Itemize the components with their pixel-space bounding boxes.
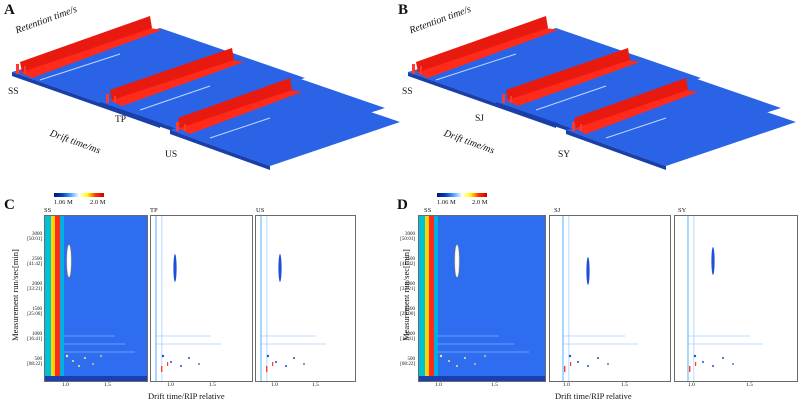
y-tick: 1000 xyxy=(405,332,415,337)
panel-a-3d-plot xyxy=(12,16,400,170)
panel-c-x-tick: 1.5 xyxy=(104,382,111,388)
panel-d-heatmap-ss xyxy=(418,215,546,382)
y-tick: 3000 xyxy=(405,232,415,237)
panel-c-letter: C xyxy=(4,197,15,213)
panel-a-peaks xyxy=(16,64,186,131)
panel-c-heatmap-tp xyxy=(150,215,253,382)
panel-d-heatmap-sj xyxy=(549,215,671,382)
y-tick: 2500 xyxy=(32,257,42,262)
panel-b-slab-3 xyxy=(566,78,796,170)
panel-c-colorbar-min: 1.06 M xyxy=(54,199,73,206)
panel-d-heatmap-sy xyxy=(674,215,798,382)
panel-b-sample-1: SS xyxy=(402,87,413,97)
panel-a-sample-3: US xyxy=(165,150,178,160)
panel-d-colorbar-min: 1.06 M xyxy=(437,199,456,206)
panel-d-x-tick: 1.5 xyxy=(491,382,498,388)
panel-b-letter: B xyxy=(398,2,409,18)
y-tick: 2500 xyxy=(405,257,415,262)
panel-c-y-ticks: 3000 [50:01] 2500 [41:42] 2000 [33:21] 1500… xyxy=(27,232,43,367)
panel-d-sample-1: SS xyxy=(424,207,432,214)
panel-a-sample-2: TP xyxy=(115,115,127,125)
y-tick: 3000 xyxy=(32,232,42,237)
panel-a-slab-3 xyxy=(170,78,400,170)
y-tick: 2000 xyxy=(405,282,415,287)
panel-b-sample-2: SJ xyxy=(475,114,484,124)
panel-d-x-title: Drift time/RIP relative xyxy=(555,391,632,401)
panel-d-x-tick: 1.0 xyxy=(688,382,695,388)
y-tick: 500 xyxy=(34,357,43,362)
panel-c-x-tick: 1.5 xyxy=(209,382,216,388)
panel-d-sample-3: SY xyxy=(678,207,687,214)
panel-c-sample-2: TP xyxy=(150,207,158,214)
panel-d-y-ticks: 3000 [50:01] 2500 [41:42] 2000 [33:21] 1500… xyxy=(400,232,416,367)
panel-c-y-title: Measurement run/sec[min] xyxy=(10,249,20,341)
panel-d-colorbar xyxy=(437,193,487,197)
panel-d-sample-2: SJ xyxy=(554,207,561,214)
panel-c-x-tick: 1.0 xyxy=(62,382,69,388)
panel-b-sample-3: SY xyxy=(558,150,571,160)
panel-d-x-tick: 1.0 xyxy=(563,382,570,388)
panel-b-3d-plot xyxy=(408,16,796,170)
panel-c-colorbar xyxy=(54,193,104,197)
y-tick: 1500 xyxy=(32,307,42,312)
panel-b-peaks xyxy=(412,64,582,131)
panel-d-x-tick: 1.0 xyxy=(435,382,442,388)
panel-a-letter: A xyxy=(4,2,15,18)
y-tick: 500 xyxy=(407,357,416,362)
y-tick: 1000 xyxy=(32,332,42,337)
y-tick: 1500 xyxy=(405,307,415,312)
panel-c-x-title: Drift time/RIP relative xyxy=(148,391,225,401)
panel-c-x-tick: 1.0 xyxy=(271,382,278,388)
panel-c-heatmap-ss xyxy=(44,215,148,382)
panel-c-x-tick: 1.0 xyxy=(167,382,174,388)
panel-c-sample-3: US xyxy=(256,207,265,214)
panel-d-colorbar-max: 2.0 M xyxy=(472,199,488,206)
panel-c-colorbar-max: 2.0 M xyxy=(90,199,106,206)
panel-c-x-tick: 1.5 xyxy=(312,382,319,388)
panel-d-letter: D xyxy=(397,197,408,213)
panel-c-sample-1: SS xyxy=(44,207,52,214)
y-tick: 2000 xyxy=(32,282,42,287)
panel-a-sample-1: SS xyxy=(8,87,19,97)
panel-d-x-tick: 1.5 xyxy=(746,382,753,388)
panel-c-heatmap-us xyxy=(255,215,356,382)
panel-d-x-tick: 1.5 xyxy=(621,382,628,388)
